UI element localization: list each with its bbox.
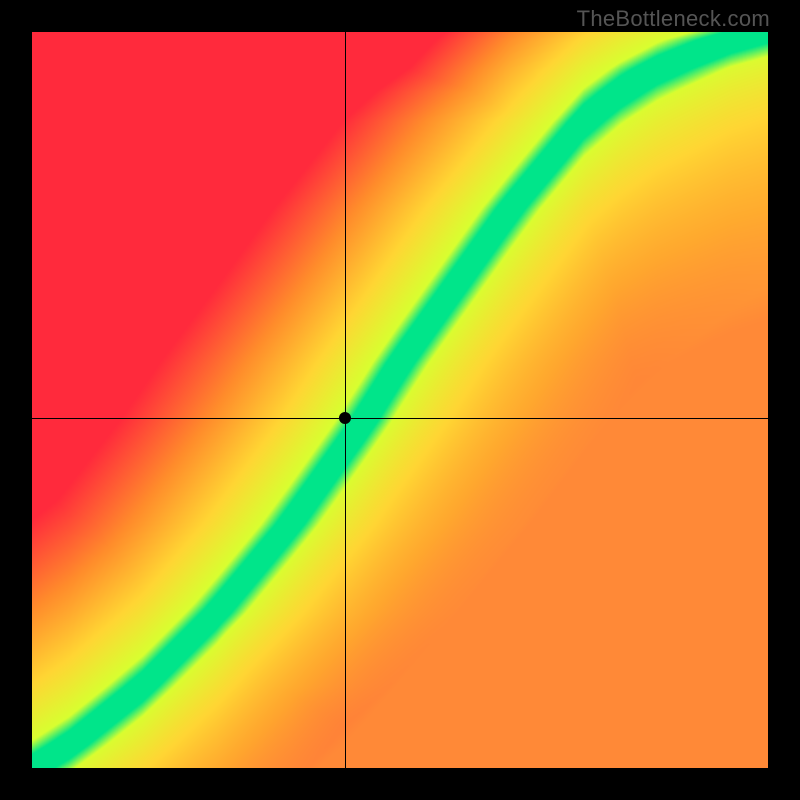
heatmap-canvas <box>32 32 768 768</box>
crosshair-vertical <box>345 32 346 768</box>
plot-area <box>32 32 768 768</box>
chart-container: TheBottleneck.com <box>0 0 800 800</box>
watermark-text: TheBottleneck.com <box>577 6 770 32</box>
crosshair-horizontal <box>32 418 768 419</box>
crosshair-marker <box>339 412 351 424</box>
